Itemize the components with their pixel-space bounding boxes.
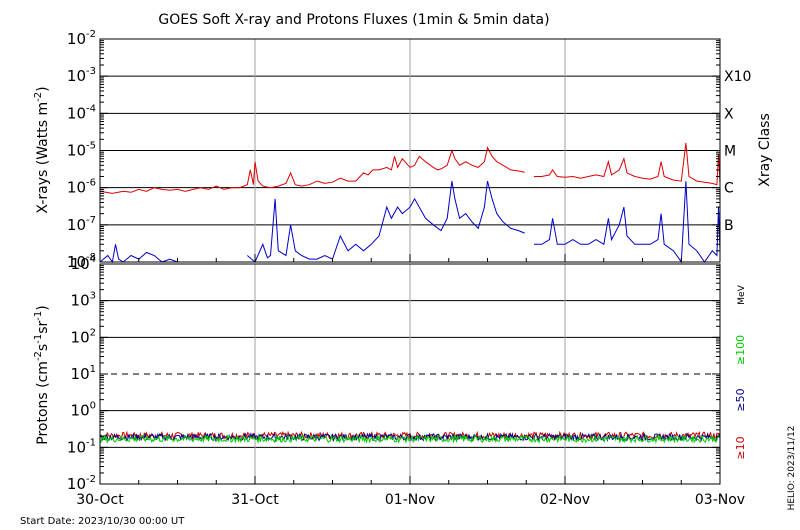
proton-grid — [100, 264, 720, 484]
x-tick-label: 30-Oct — [76, 492, 124, 508]
xray-long-line — [99, 146, 525, 194]
proton-axes: 10-2 10-1 100 101 102 103 104 ≥100 ≥50 ≥10 Protons… — [33, 254, 747, 493]
proton-lines — [99, 430, 721, 445]
proton-y-tick-label: 101 — [71, 364, 96, 383]
xray-axes: 10-8 10-7 10-6 10-5 10-4 10-3 10-2 B C M X X10 X-ray… — [33, 29, 751, 271]
proton-y-tick-label: 102 — [71, 327, 96, 346]
xray-y-tick-label: 10-8 — [67, 252, 96, 271]
x-tick-label: 01-Nov — [385, 492, 435, 508]
chart-title: GOES Soft X-ray and Protons Fluxes (1min… — [158, 12, 549, 28]
x-tick-label: 03-Nov — [695, 492, 745, 508]
xray-y-tick-label: 10-7 — [67, 215, 96, 234]
xray-short-line — [534, 181, 721, 264]
xray-class-axis-title: Xray Class — [757, 113, 773, 187]
proton-unit-label: MeV — [737, 284, 747, 304]
proton-series-line — [99, 431, 721, 443]
start-date-label: Start Date: 2023/10/30 00:00 UT — [20, 516, 185, 527]
xray-class-label: B — [724, 218, 734, 234]
xray-long-line — [534, 142, 721, 186]
proton-y-tick-label: 10-1 — [67, 437, 96, 456]
xray-class-label: C — [724, 181, 734, 197]
x-tick-labels: 30-Oct 31-Oct 01-Nov 02-Nov 03-Nov — [76, 254, 745, 508]
proton-legend-label: ≥10 — [734, 436, 747, 459]
xray-y-tick-label: 10-5 — [67, 141, 96, 160]
xray-short-line — [246, 180, 525, 263]
xray-y-axis-label: X-rays (Watts m-2) — [33, 86, 51, 213]
proton-legend-label: ≥50 — [734, 388, 747, 411]
proton-series-line — [99, 434, 721, 445]
proton-y-tick-label: 104 — [71, 254, 96, 273]
proton-y-tick-label: 100 — [71, 401, 96, 420]
proton-y-tick-label: 10-2 — [67, 474, 96, 493]
xray-class-label: X — [724, 106, 734, 122]
x-tick-label: 02-Nov — [540, 492, 590, 508]
xray-y-tick-label: 10-4 — [67, 103, 96, 122]
x-tick-label: 31-Oct — [231, 492, 279, 508]
xray-y-tick-label: 10-3 — [67, 66, 96, 85]
xray-y-tick-label: 10-2 — [67, 29, 96, 48]
proton-y-axis-label: Protons (cm-2s-1sr-1) — [33, 305, 51, 444]
credit-label: HELIO: 2023/11/12 — [787, 426, 797, 511]
proton-y-tick-label: 103 — [71, 291, 96, 310]
xray-class-label: M — [724, 144, 736, 160]
xray-y-tick-label: 10-6 — [67, 178, 96, 197]
xray-grid — [100, 39, 720, 262]
xray-class-label: X10 — [724, 69, 751, 85]
proton-legend-label: ≥100 — [734, 335, 747, 365]
